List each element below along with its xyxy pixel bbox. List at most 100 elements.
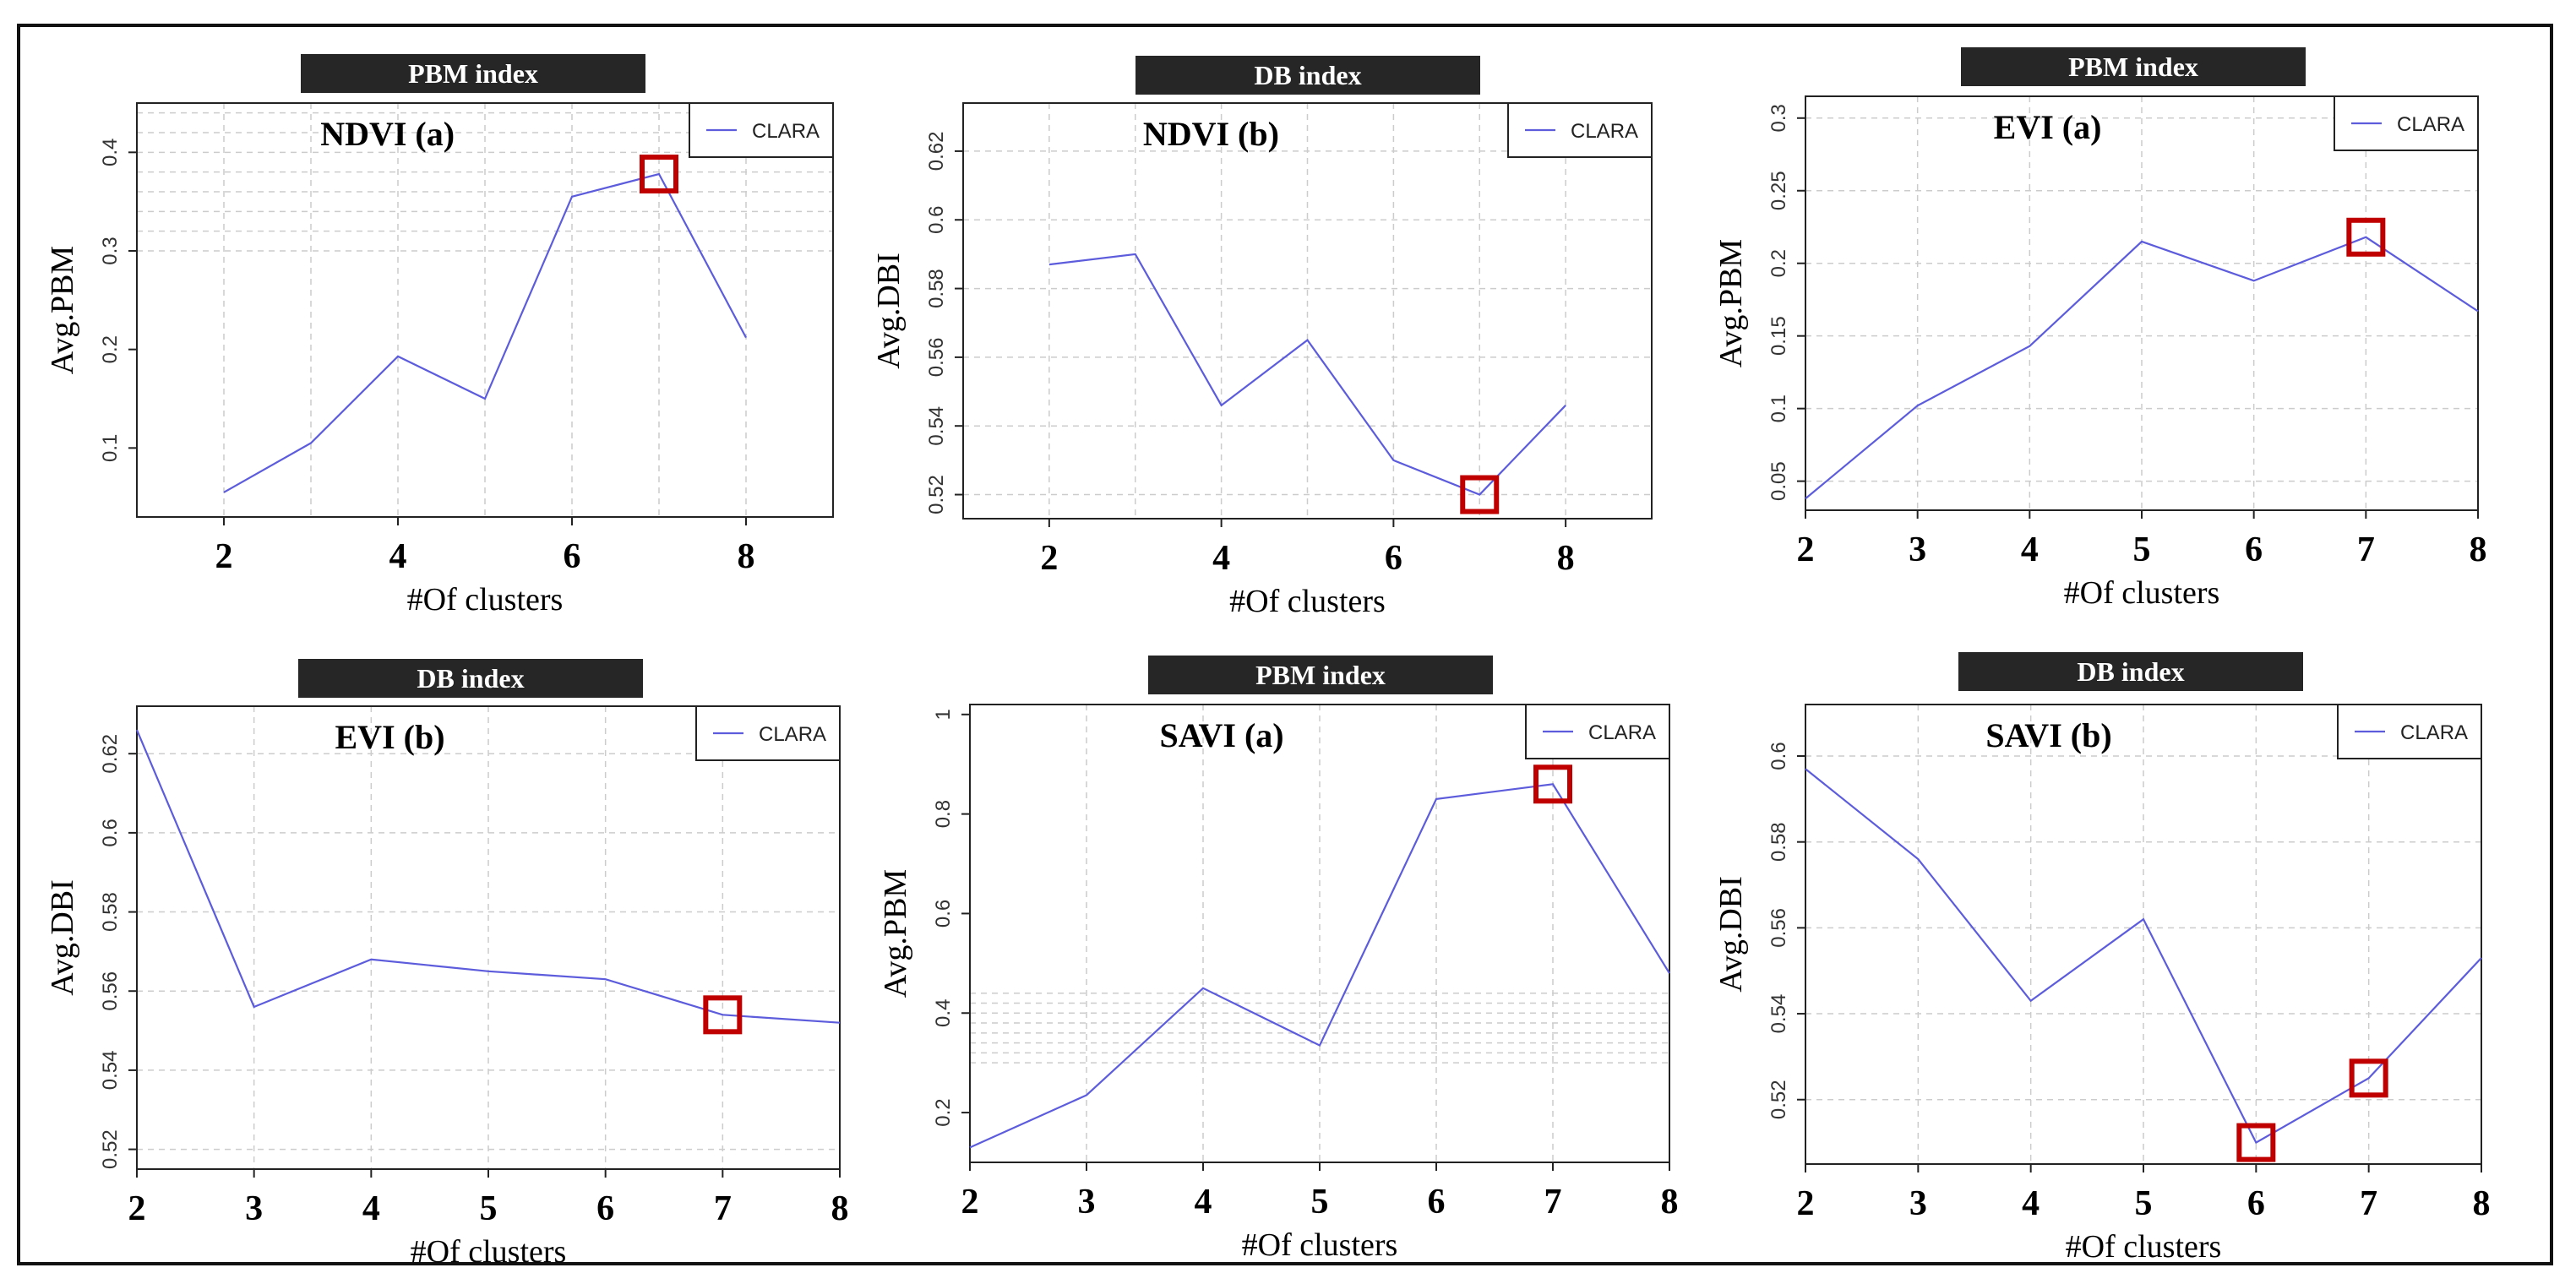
series-line-clara — [969, 783, 1670, 1149]
y-tick-label: 0.4 — [99, 139, 122, 166]
chart-panel-savi-a: PBM index 2 3 4 5 6 7 8 0.2 0.4 0.6 0.8 1 #Of cluste… — [845, 656, 1690, 1263]
x-tick-label: 6 — [2247, 1184, 2265, 1223]
y-tick-label: 0.62 — [925, 132, 948, 171]
series-line-clara — [223, 172, 747, 493]
y-tick-label: 0.52 — [1767, 1080, 1790, 1119]
y-tick-label: 0.56 — [925, 338, 948, 378]
x-tick-label: 2 — [1797, 1184, 1815, 1223]
y-tick-label: 0.54 — [99, 1051, 122, 1091]
chart-panel-ndvi-a: PBM index 2 4 6 8 0.1 0.2 0.3 0.4 #Of clusters Av… — [0, 51, 845, 642]
optimal-k-marker — [2236, 1123, 2276, 1162]
chart-svg: 2 3 4 5 6 7 8 0.52 0.54 0.56 0.58 0.6 #Of clusters Av… — [1713, 704, 2491, 1265]
x-tick-label: 6 — [2245, 530, 2263, 569]
x-axis-label: #Of clusters — [1242, 1227, 1398, 1263]
x-tick-label: 2 — [128, 1189, 146, 1228]
x-tick-label: 8 — [831, 1189, 849, 1228]
x-tick-label: 6 — [564, 537, 581, 576]
y-axis-label: Avg.PBM — [45, 246, 80, 374]
optimal-k-marker — [703, 995, 743, 1035]
legend-label: CLARA — [2397, 113, 2464, 136]
y-tick-label: 0.2 — [932, 1098, 955, 1126]
y-tick-label: 0.3 — [1767, 104, 1790, 132]
chart-header: DB index — [1136, 56, 1480, 95]
optimal-k-marker — [640, 155, 678, 193]
y-axis-label: Avg.PBM — [878, 869, 913, 998]
series-line-clara — [1805, 236, 2479, 500]
chart-panel-evi-a: PBM index 2 3 4 5 6 7 8 0.05 0.1 0.15 0.2 0.25 0.3 #O… — [1690, 44, 2535, 635]
y-axis-label: Avg.DBI — [871, 253, 907, 369]
x-tick-label: 8 — [2473, 1184, 2491, 1223]
x-tick-label: 2 — [1040, 539, 1058, 578]
plot-area — [962, 102, 1653, 520]
chart-svg: 2 3 4 5 6 7 8 0.52 0.54 0.56 0.58 0.6 0.62 #Of cluste… — [45, 705, 849, 1270]
chart-title: SAVI (b) — [1985, 716, 2111, 754]
y-tick-label: 0.58 — [1767, 822, 1790, 862]
legend-label: CLARA — [759, 723, 826, 746]
y-tick-label: 0.62 — [99, 734, 122, 774]
optimal-k-marker — [2349, 1058, 2388, 1098]
x-tick-label: 8 — [1661, 1183, 1679, 1221]
y-tick-label: 0.54 — [925, 406, 948, 446]
chart-title: NDVI (b) — [1143, 115, 1279, 153]
chart-svg: 2 4 6 8 0.52 0.54 0.56 0.58 0.6 0.62 #Of clusters A… — [871, 102, 1653, 619]
x-axis-label: #Of clusters — [1229, 584, 1386, 619]
y-tick-label: 0.4 — [932, 999, 955, 1027]
figure-frame — [17, 24, 2553, 1265]
chart-panel-savi-b: DB index 2 3 4 5 6 7 8 0.52 0.54 0.56 0.58 0.6 #Of c… — [1690, 652, 2535, 1265]
x-tick-label: 3 — [245, 1189, 263, 1228]
x-axis-label: #Of clusters — [2066, 1229, 2222, 1265]
y-tick-label: 0.52 — [925, 475, 948, 514]
y-tick-label: 0.52 — [99, 1129, 122, 1169]
x-tick-label: 6 — [596, 1189, 614, 1228]
x-tick-label: 5 — [480, 1189, 498, 1228]
x-tick-label: 4 — [2022, 1184, 2040, 1223]
series-line-clara — [135, 729, 841, 1024]
x-tick-label: 5 — [1311, 1183, 1329, 1221]
y-axis-label: Avg.DBI — [45, 879, 80, 996]
x-tick-label: 3 — [1078, 1183, 1096, 1221]
x-tick-label: 3 — [1909, 1184, 1927, 1223]
plot-area — [136, 102, 834, 518]
chart-panel-evi-b: DB index 2 3 4 5 6 7 8 0.52 0.54 0.56 0.58 0.6 0.62 #… — [0, 656, 849, 1270]
y-tick-label: 0.2 — [99, 335, 122, 363]
x-tick-label: 7 — [714, 1189, 732, 1228]
chart-panel-ndvi-b: DB index 2 4 6 8 0.52 0.54 0.56 0.58 0.6 0.62 #Of … — [845, 51, 1690, 642]
y-tick-label: 0.54 — [1767, 994, 1790, 1034]
x-tick-label: 7 — [2360, 1184, 2377, 1223]
y-tick-label: 0.6 — [932, 900, 955, 928]
x-axis-label: #Of clusters — [411, 1234, 567, 1270]
x-tick-label: 5 — [2135, 1184, 2153, 1223]
x-tick-label: 7 — [2357, 530, 2375, 569]
x-tick-label: 6 — [1385, 539, 1402, 578]
chart-title: NDVI (a) — [320, 115, 455, 153]
y-tick-label: 1 — [932, 709, 955, 720]
chart-header: PBM index — [1148, 656, 1493, 694]
series-line-clara — [1805, 768, 2482, 1145]
y-tick-label: 0.1 — [99, 434, 122, 462]
optimal-k-marker — [2346, 217, 2386, 257]
y-tick-label: 0.15 — [1767, 316, 1790, 356]
x-tick-label: 5 — [2133, 530, 2151, 569]
x-tick-label: 2 — [1797, 530, 1815, 569]
series-line-clara — [1048, 253, 1566, 496]
chart-svg: 2 3 4 5 6 7 8 0.2 0.4 0.6 0.8 1 #Of clusters Avg.PBM S… — [878, 704, 1679, 1263]
legend-label: CLARA — [2400, 721, 2468, 744]
y-tick-label: 0.6 — [925, 206, 948, 234]
x-tick-label: 8 — [1557, 539, 1575, 578]
x-tick-label: 8 — [2470, 530, 2487, 569]
y-tick-label: 0.56 — [99, 971, 122, 1011]
x-tick-label: 8 — [738, 537, 755, 576]
chart-header: DB index — [1958, 652, 2303, 691]
chart-header: DB index — [298, 659, 643, 698]
x-tick-label: 3 — [1909, 530, 1926, 569]
y-tick-label: 0.2 — [1767, 249, 1790, 277]
x-tick-label: 4 — [389, 537, 407, 576]
y-tick-label: 0.58 — [925, 269, 948, 308]
x-axis-label: #Of clusters — [407, 582, 564, 618]
chart-svg: 2 3 4 5 6 7 8 0.05 0.1 0.15 0.2 0.25 0.3 #Of clusters… — [1713, 95, 2487, 611]
legend-label: CLARA — [1571, 120, 1638, 143]
x-tick-label: 4 — [362, 1189, 380, 1228]
y-tick-label: 0.05 — [1767, 461, 1790, 501]
x-tick-label: 2 — [961, 1183, 979, 1221]
x-tick-label: 4 — [2021, 530, 2039, 569]
